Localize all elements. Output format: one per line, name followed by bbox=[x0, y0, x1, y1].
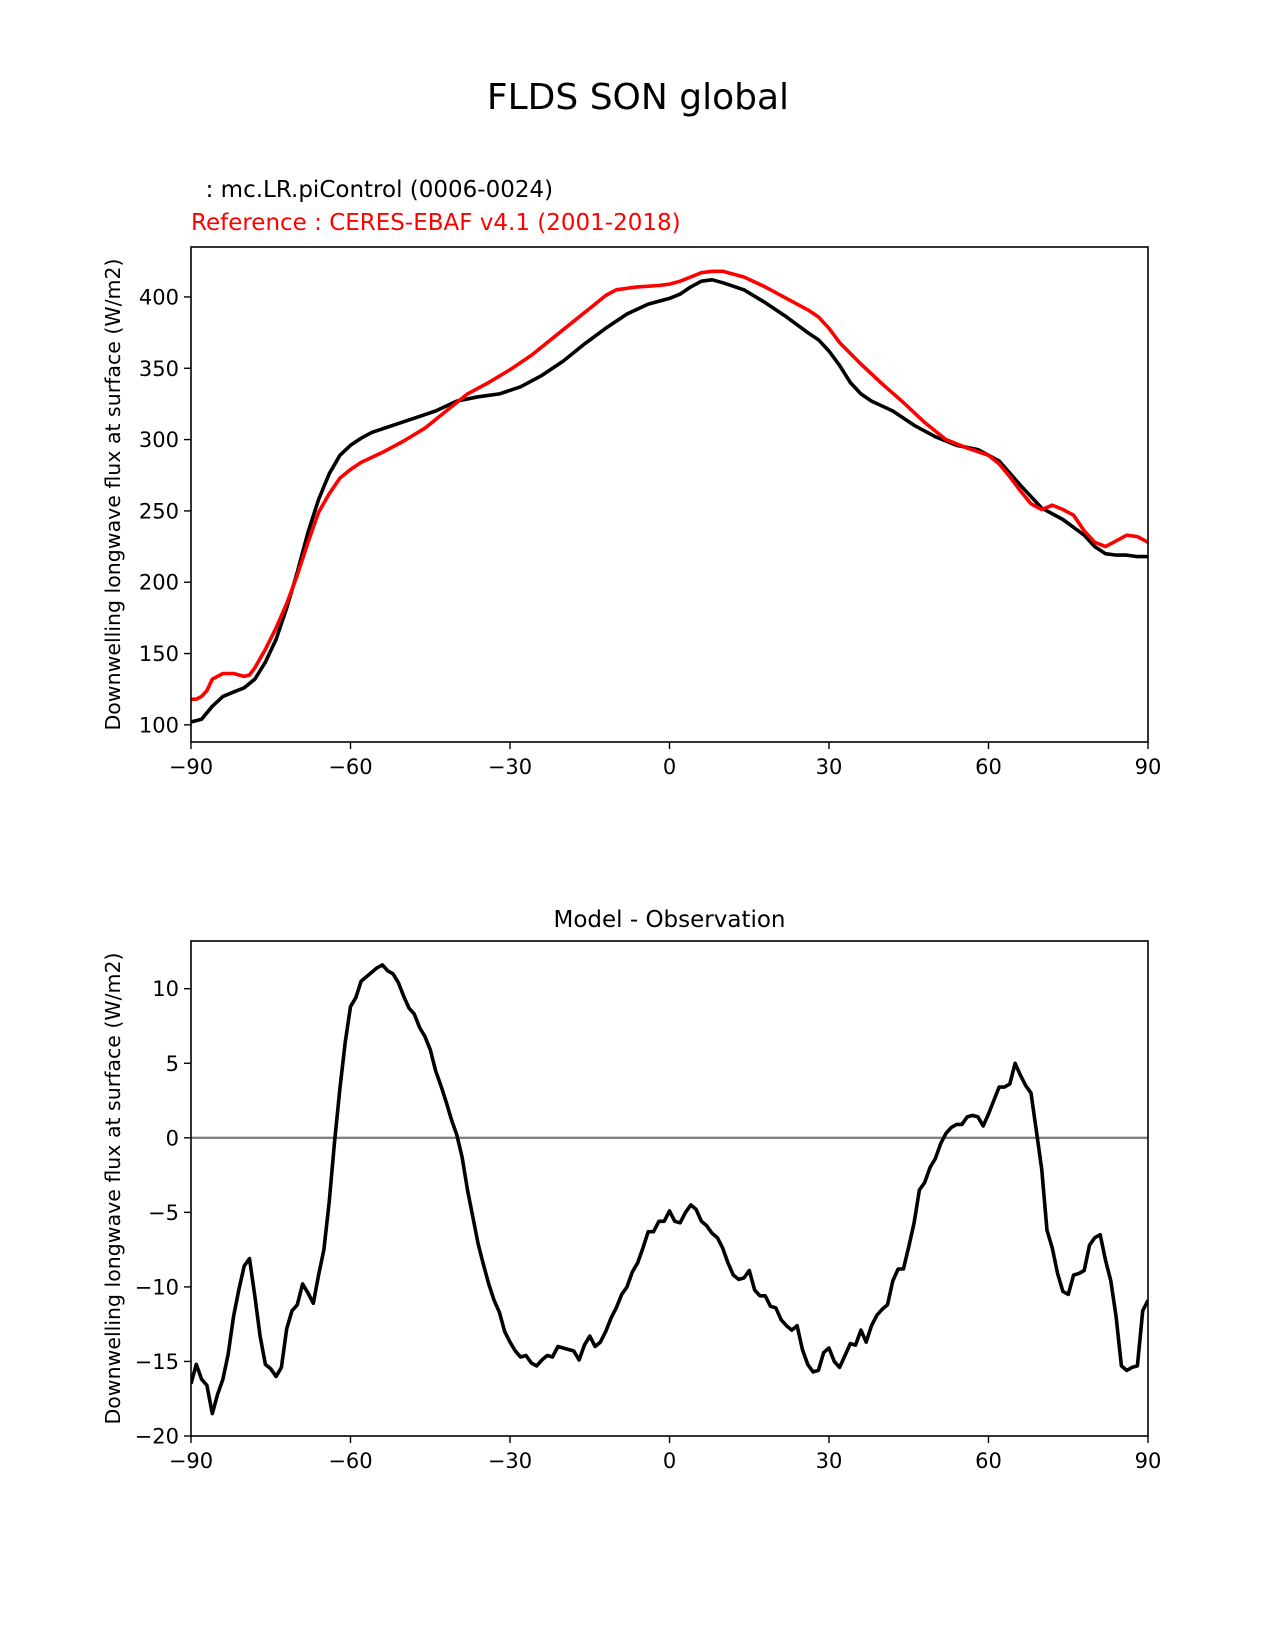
series-line-model bbox=[191, 963, 1148, 1416]
x-tick-label: 90 bbox=[1135, 1449, 1162, 1473]
y-tick-label: 0 bbox=[166, 1126, 179, 1150]
series-line-reference bbox=[191, 269, 1148, 701]
x-tick-label: −30 bbox=[488, 755, 532, 779]
difference-chart-panel: Model - Observation −90 −60 −30 0 30 60 90 −20 −1… bbox=[101, 907, 1161, 1473]
y-tick-label: 100 bbox=[139, 713, 179, 737]
figure-title: FLDS SON global bbox=[487, 77, 789, 118]
y-tick-label: 300 bbox=[139, 428, 179, 452]
y-tick-label: −5 bbox=[148, 1201, 179, 1225]
y-tick-label: −15 bbox=[135, 1350, 179, 1374]
x-tick-label: −60 bbox=[328, 755, 372, 779]
plot-frame bbox=[190, 940, 1149, 1437]
y-axis-label: Downwelling longwave flux at surface (W/… bbox=[101, 258, 125, 730]
y-tick-label: 250 bbox=[139, 499, 179, 523]
y-tick-label: 350 bbox=[139, 357, 179, 381]
plot-frame bbox=[190, 246, 1149, 743]
x-tick-label: −30 bbox=[488, 1449, 532, 1473]
model-label: : mc.LR.piControl (0006-0024) bbox=[191, 177, 553, 203]
x-tick-label: 30 bbox=[816, 1449, 843, 1473]
x-tick-label: 0 bbox=[663, 755, 676, 779]
x-tick-label: −90 bbox=[169, 1449, 213, 1473]
y-tick-label: −10 bbox=[135, 1275, 179, 1299]
y-tick-label: −20 bbox=[135, 1425, 179, 1449]
y-tick-label: 200 bbox=[139, 571, 179, 595]
subplot-title: Model - Observation bbox=[553, 907, 785, 933]
y-tick-label: 5 bbox=[166, 1052, 179, 1076]
x-tick-label: 30 bbox=[816, 755, 843, 779]
x-tick-label: 60 bbox=[975, 1449, 1002, 1473]
y-tick-label: 150 bbox=[139, 642, 179, 666]
y-tick-label: 400 bbox=[139, 285, 179, 309]
y-tick-label: 10 bbox=[152, 977, 179, 1001]
x-tick-label: −90 bbox=[169, 755, 213, 779]
x-tick-label: 60 bbox=[975, 755, 1002, 779]
reference-label: Reference : CERES-EBAF v4.1 (2001-2018) bbox=[191, 210, 681, 236]
y-axis-label: Downwelling longwave flux at surface (W/… bbox=[101, 952, 125, 1424]
x-tick-label: 0 bbox=[663, 1449, 676, 1473]
series-line-model bbox=[191, 278, 1148, 724]
x-tick-label: −60 bbox=[328, 1449, 372, 1473]
flux-chart-panel: −90 −60 −30 0 30 60 90 100 150 200 250 300 350 400 Dow… bbox=[101, 246, 1162, 779]
x-tick-label: 90 bbox=[1135, 755, 1162, 779]
